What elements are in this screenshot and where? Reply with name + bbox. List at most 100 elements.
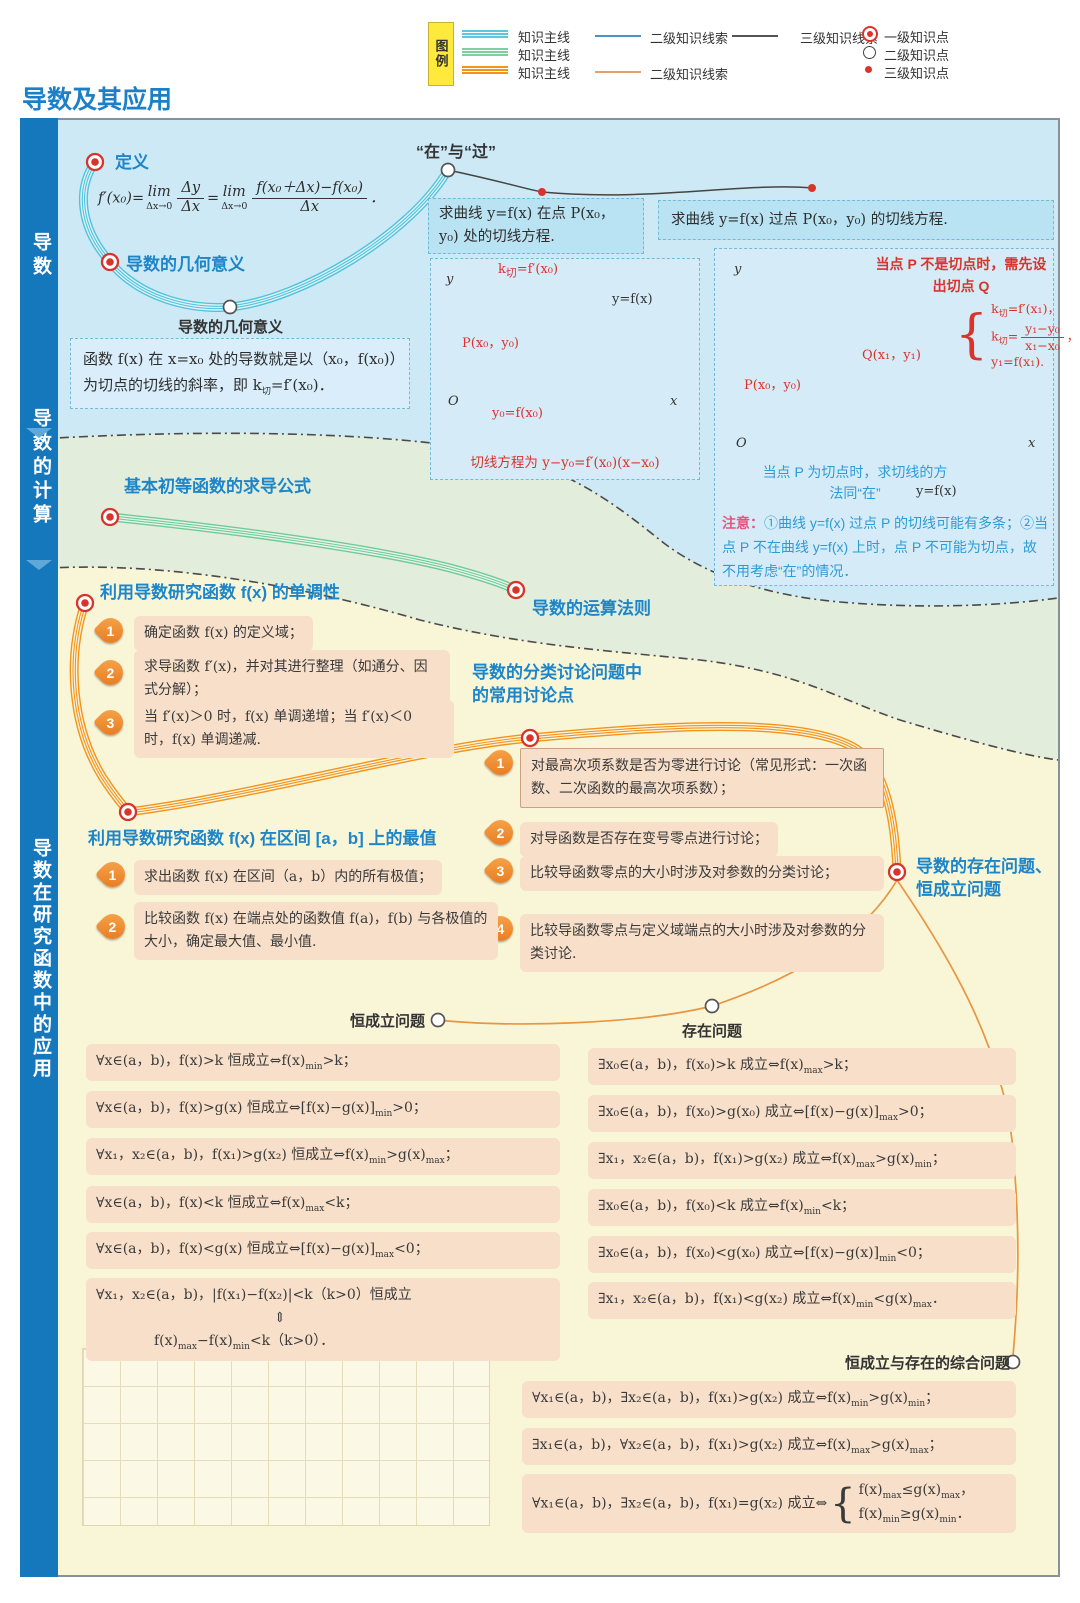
curve-fx-label-right: y=f(x) (916, 484, 957, 499)
origin-label-left: O (448, 394, 459, 409)
label-monotonicity: 利用导数研究函数 f(x) 的单调性 (100, 583, 340, 602)
not-tangent-note: 当点 P 不是切点时，需先设出切点 Q (875, 256, 1047, 294)
curve-fx-label-left: y=f(x) (612, 292, 653, 307)
legend-level1-dot (862, 26, 878, 42)
exists-item-2: ∃x₀∈(a，b)，f(x₀)>g(x₀) 成立⇔[f(x)−g(x)]max>… (588, 1095, 1016, 1132)
region-calculation-green (22, 433, 1058, 760)
notice-body: ①曲线 y=f(x) 过点 P 的切线可能有多条；②当点 P 不在曲线 y=f(… (722, 515, 1049, 579)
definition-formula: f′(x₀)= lim Δx→0 Δy Δx = lim Δx→0 f(x₀＋Δx)−f(x₀)… (98, 180, 385, 216)
system-line-2: k切= y₁−y₀ x₁−x₀， (991, 321, 1080, 354)
legend-secondary-orange-swatch (595, 71, 641, 73)
origin-label-right: O (736, 436, 747, 451)
legend-level1-label: 一级知识点 (884, 30, 950, 45)
exists-item-6: ∃x₁，x₂∈(a，b)，f(x₁)<g(x₂) 成立⇔f(x)min<g(x)… (588, 1282, 1016, 1319)
system-line-3: y₁=f(x₁). (991, 354, 1045, 370)
legend-secondary-orange-label: 二级知识线索 (650, 67, 729, 82)
legend-mainline-orange-swatch (462, 66, 508, 74)
combined-item-3: ∀x₁∈(a，b)，∃x₂∈(a，b)，f(x₁)=g(x₂) 成立⇔{f(x)… (522, 1474, 1016, 1534)
always-item-2: ∀x∈(a，b)，f(x)>g(x) 恒成立⇔[f(x)−g(x)]min>0； (86, 1091, 560, 1128)
exists-item-5: ∃x₀∈(a，b)，f(x₀)<g(x₀) 成立⇔[f(x)−g(x)]min<… (588, 1236, 1016, 1273)
legend-level2-label: 二级知识点 (884, 48, 950, 63)
classification-item3: 比较导函数零点的大小时涉及对参数的分类讨论； (520, 856, 884, 892)
legend-secondary-blue-swatch (595, 35, 641, 37)
label-operation-rules: 导数的运算法则 (532, 599, 651, 618)
classification-item4: 比较导函数零点与定义域端点的大小时涉及对参数的分类讨论. (520, 914, 884, 973)
mainline-calculation-green (109, 512, 519, 595)
legend-mainline-blue-swatch (462, 30, 508, 38)
classification-item2: 对导函数是否存在变号零点进行讨论； (520, 822, 778, 858)
extremum-step1: 求出函数 f(x) 在区间（a，b）内的所有极值； (134, 860, 443, 896)
y0-label: y₀=f(x₀) (492, 406, 543, 421)
legend-mainline-orange-label: 知识主线 (518, 66, 571, 81)
label-always-holds: 恒成立问题 (350, 1013, 426, 1030)
legend-tertiary-swatch (732, 35, 778, 37)
axis-x-label-right: x (1028, 436, 1036, 451)
node-label-geometric-meaning: 导数的几何意义 (178, 319, 284, 336)
page-title: 导数及其应用 (22, 86, 173, 114)
tangent-system: { k切=f′(x₁)， k切= y₁−y₀ x₁−x₀， y₁=f(x₁). (952, 300, 1079, 371)
label-definition: 定义 (115, 153, 149, 172)
level3-nodes (538, 184, 816, 196)
point-q-label: Q(x₁，y₁) (862, 348, 921, 363)
label-at-vs-through: “在”与“过” (416, 144, 497, 161)
through-point-header: 求曲线 y=f(x) 过点 P(x₀，y₀) 的切线方程. (658, 200, 1054, 240)
sidebar-chevron-1 (26, 428, 52, 438)
notice-head: 注意： (722, 515, 764, 531)
label-derivative-formulas: 基本初等函数的求导公式 (124, 477, 311, 496)
sidebar-chevron-2 (26, 560, 52, 570)
boundary-green-yellow (21, 566, 1059, 761)
monotonicity-step1: 确定函数 f(x) 的定义域； (134, 616, 313, 652)
legend-level2-dot (863, 46, 876, 59)
p-is-tangent-note: 当点 P 为切点时，求切线的方法同“在” (762, 464, 948, 501)
point-p-label-right: P(x₀，y₀) (744, 378, 801, 393)
monotonicity-step3: 当 f′(x)＞0 时，f(x) 单调递增；当 f′(x)＜0 时，f(x) 单… (134, 700, 454, 759)
label-extremum: 利用导数研究函数 f(x) 在区间 [a，b] 上的最值 (88, 829, 437, 848)
always-item-4: ∀x∈(a，b)，f(x)<k 恒成立⇔f(x)max<k； (86, 1186, 560, 1223)
always-item-1: ∀x∈(a，b)，f(x)>k 恒成立⇔f(x)min>k； (86, 1044, 560, 1081)
sidebar-section-calculation: 导数的计算 (30, 408, 51, 528)
tangent-equation: 切线方程为 y−y₀=f′(x₀)(x−x₀) (470, 455, 660, 471)
legend-mainline-green-label: 知识主线 (518, 48, 571, 63)
at-point-header: 求曲线 y=f(x) 在点 P(x₀，y₀) 处的切线方程. (428, 198, 644, 254)
combined-item-2: ∃x₁∈(a，b)，∀x₂∈(a，b)，f(x₁)>g(x₂) 成立⇔f(x)m… (522, 1428, 1016, 1465)
axis-x-label-left: x (670, 394, 678, 409)
point-p-label: P(x₀，y₀) (462, 336, 519, 351)
exists-item-3: ∃x₁，x₂∈(a，b)，f(x₁)>g(x₂) 成立⇔f(x)max>g(x)… (588, 1142, 1016, 1179)
legend-mainline-blue-label: 知识主线 (518, 30, 571, 45)
line-tertiary-black (447, 169, 813, 196)
always-item-3: ∀x₁，x₂∈(a，b)，f(x₁)>g(x₂) 恒成立⇔f(x)min>g(x… (86, 1138, 560, 1175)
classification-item1: 对最高次项系数是否为零进行讨论（常见形式：一次函数、二次函数的最高次项系数）； (520, 748, 884, 809)
always-item-5: ∀x∈(a，b)，f(x)<g(x) 恒成立⇔[f(x)−g(x)]max<0； (86, 1232, 560, 1269)
system-brace: { (955, 305, 989, 366)
label-classification: 导数的分类讨论问题中的常用讨论点 (472, 663, 642, 705)
extremum-step2: 比较函数 f(x) 在端点处的函数值 f(a)，f(b) 与各极值的大小，确定最… (134, 902, 498, 961)
legend-box-label: 图例 (433, 39, 449, 69)
label-geometric-meaning: 导数的几何意义 (126, 255, 245, 274)
geometric-meaning-note: 函数 f(x) 在 x=x₀ 处的导数就是以（x₀，f(x₀)）为切点的切线的斜… (70, 338, 410, 409)
axis-y-label-left: y (446, 272, 454, 287)
system-line-1: k切=f′(x₁)， (991, 301, 1060, 320)
legend-level3-label: 三级知识点 (884, 66, 950, 81)
legend-tertiary-label: 三级知识线索 (800, 31, 879, 46)
legend-mainline-green-swatch (462, 48, 508, 56)
axis-y-label-right: y (734, 262, 742, 277)
grid-paper (82, 1348, 490, 1526)
legend-level3-dot (865, 66, 872, 73)
label-exists-always: 导数的存在问题、恒成立问题 (916, 857, 1052, 899)
monotonicity-step2: 求导函数 f′(x)，并对其进行整理（如通分、因式分解）； (134, 650, 450, 709)
level2-nodes (222, 162, 1021, 1370)
exists-item-1: ∃x₀∈(a，b)，f(x₀)>k 成立⇔f(x)max>k； (588, 1048, 1016, 1085)
legend-box: 图例 (428, 22, 454, 86)
combined-item-1: ∀x₁∈(a，b)，∃x₂∈(a，b)，f(x₁)>g(x₂) 成立⇔f(x)m… (522, 1381, 1016, 1418)
k-tangent-label: k切=f′(x₀) (498, 262, 559, 280)
legend-secondary-blue-label: 二级知识线索 (650, 31, 729, 46)
label-combined: 恒成立与存在的综合问题 (845, 1355, 1011, 1372)
through-point-graph-box (714, 248, 1054, 586)
sidebar-section-application: 导数在研究函数中的应用 (30, 838, 51, 1080)
level1-node-cores (81, 158, 901, 876)
notice-text: 注意：①曲线 y=f(x) 过点 P 的切线可能有多条；②当点 P 不在曲线 y… (722, 512, 1050, 583)
at-point-graph-box (430, 258, 700, 480)
sidebar-section-derivative: 导数 (30, 232, 51, 280)
label-exists: 存在问题 (682, 1023, 743, 1040)
